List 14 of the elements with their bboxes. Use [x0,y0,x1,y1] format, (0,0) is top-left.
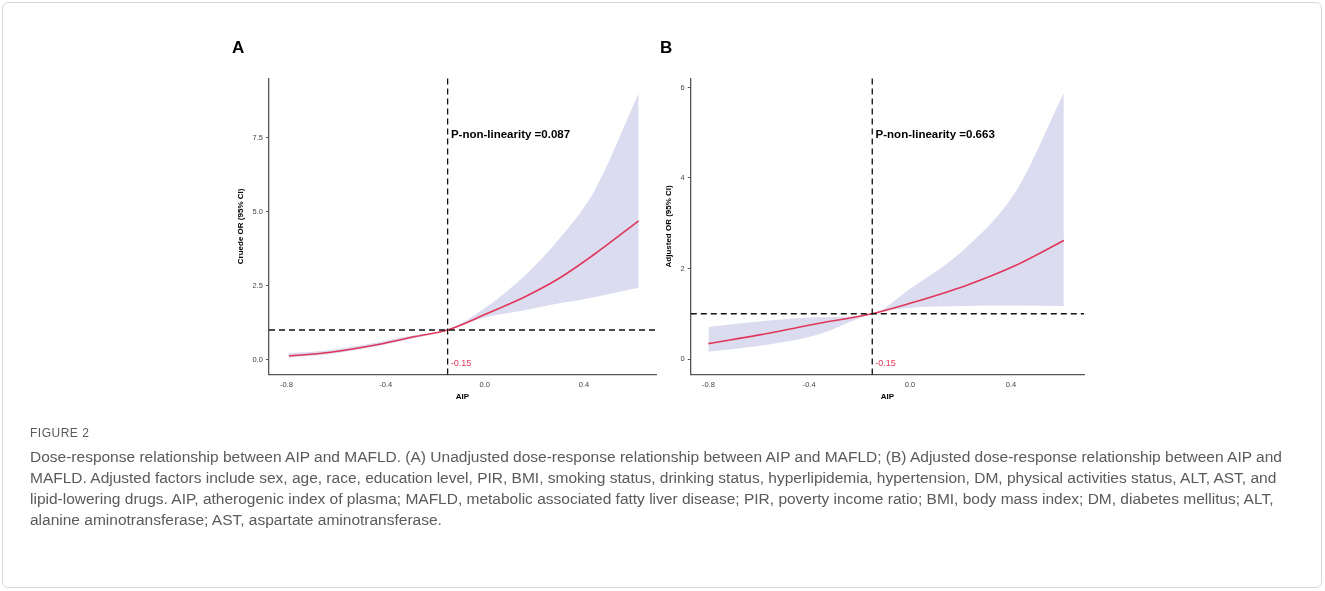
x-axis-title: AIP [455,392,470,402]
text: Dose-response relationship between AIP and MAFLD. (A) Unadjusted dose-response relationship between AIP and MAFLD; (B) Adjusted dose-response relationship between AIP and MAFLD. Adjusted factors include sex, age, race, education level, PIR, BMI, smoking status, drinking status, hyperlipidemia, hypertension, DM, physical activities status, ALT, AST, and lipid-lowering drugs. AIP, atherogenic index of plasma; MAFLD, metabolic associated fatty liver disease; PIR, poverty income ratio; BMI, body mass index; DM, diabetes mellitus; ALT, alanine aminotransferase; AST, aspartate aminotransferase. [30,447,1283,530]
y-axis-title: Adjusted OR (95% CI) [664,184,673,268]
x-axis-title: AIP [880,392,895,402]
annotation: P-non-linearity =0.663 [875,127,995,140]
chart-title: A [232,37,245,57]
line-series [288,219,640,357]
annotation: P-non-linearity =0.087 [450,127,571,140]
chart-title: B [660,37,673,57]
ref-line-label: -0.15 [875,357,896,368]
ref-line-label: -0.15 [450,357,472,368]
line-series [707,239,1065,345]
y-axis-title: Cruede OR (95% CI) [236,188,245,265]
caption: FIGURE 2 [30,426,91,440]
